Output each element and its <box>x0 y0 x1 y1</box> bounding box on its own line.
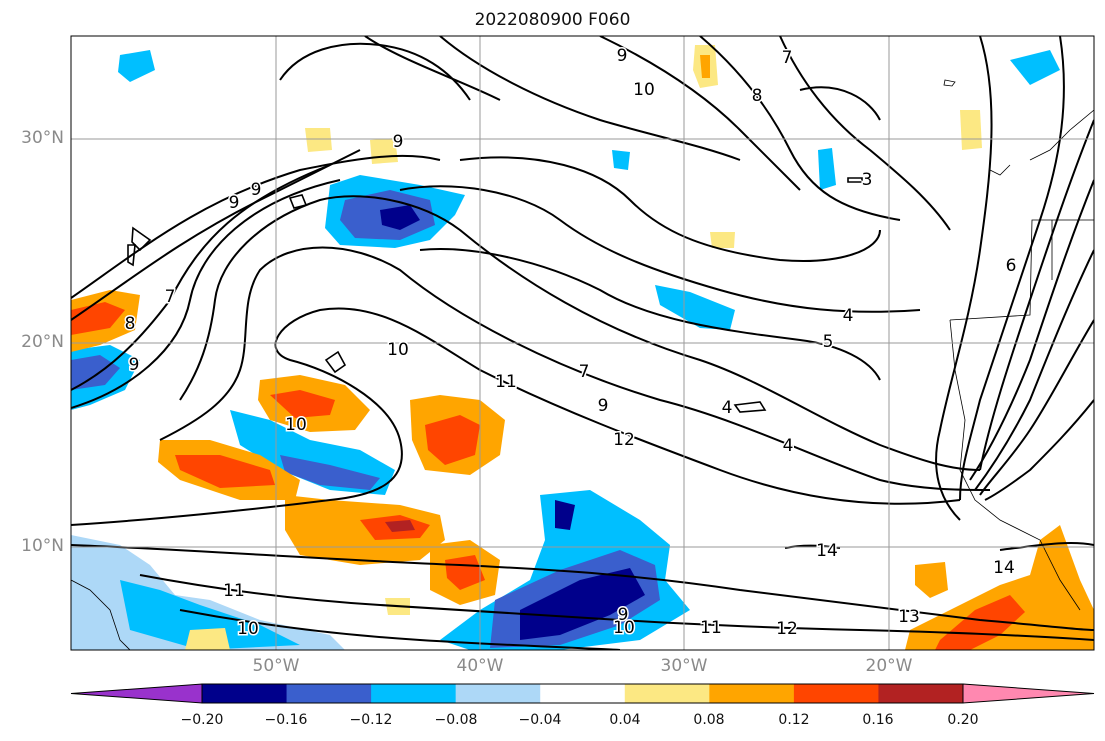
contour-label: 4 <box>843 306 854 326</box>
colorbar-segment <box>793 684 879 703</box>
colorbar-tick: −0.08 <box>434 712 478 728</box>
colorbar-extend-min <box>70 683 203 704</box>
contour-label: 9 <box>229 193 240 213</box>
contour-label: 13 <box>898 607 920 627</box>
positive-anomaly-region <box>425 415 480 465</box>
contour-label: 9 <box>598 396 609 416</box>
contour-label: 14 <box>816 541 838 561</box>
positive-anomaly-region <box>175 455 275 488</box>
contour-label: 11 <box>223 581 245 601</box>
colorbar-segment <box>202 684 288 703</box>
colorbar-tick: 0.04 <box>609 712 641 728</box>
contour-label: 7 <box>579 362 590 382</box>
lat-label-30n: 30°N <box>21 128 64 148</box>
negative-anomaly-region <box>612 150 630 170</box>
colorbar-tick: −0.12 <box>349 712 393 728</box>
positive-anomaly-shading <box>71 45 1094 650</box>
negative-anomaly-region <box>280 455 380 490</box>
colorbar-extend-max <box>962 683 1095 704</box>
colorbar-tick: −0.04 <box>518 712 562 728</box>
negative-anomaly-region <box>818 148 836 190</box>
contour-label: 10 <box>285 415 307 435</box>
positive-anomaly-region <box>305 128 332 152</box>
contour-label: 9 <box>129 355 140 375</box>
colorbar-tick: −0.16 <box>264 712 308 728</box>
positive-anomaly-region <box>915 562 948 598</box>
contour-label: 9 <box>618 605 629 625</box>
colorbar-tick: 0.08 <box>693 712 725 728</box>
map-title: 2022080900 F060 <box>474 10 631 30</box>
contour-label: 11 <box>700 618 722 638</box>
negative-anomaly-region <box>655 285 735 330</box>
contour-label: 3 <box>862 170 873 190</box>
contour-label: 4 <box>783 436 794 456</box>
colorbar-segment <box>624 684 710 703</box>
colorbar-tick: 0.12 <box>778 712 810 728</box>
negative-anomaly-region <box>118 50 155 82</box>
contour-label: 8 <box>752 86 763 106</box>
coastlines <box>71 79 1094 650</box>
colorbar-segment <box>455 684 541 703</box>
colorbar-segment <box>878 684 964 703</box>
positive-anomaly-region <box>385 520 415 532</box>
contour-lines <box>71 36 1094 650</box>
positive-anomaly-region <box>270 390 335 418</box>
lon-label-20w: 20°W <box>865 656 913 676</box>
positive-anomaly-region <box>960 110 982 150</box>
contour-label: 6 <box>1006 256 1017 276</box>
anomaly-shading <box>71 50 1060 650</box>
contour-label: 9 <box>617 46 628 66</box>
lat-label-10n: 10°N <box>21 536 64 556</box>
lon-label-30w: 30°W <box>660 656 708 676</box>
colorbar-tick: 0.20 <box>947 712 979 728</box>
contour-label: 10 <box>387 340 409 360</box>
negative-anomaly-region <box>71 355 120 390</box>
colorbar-tick: 0.16 <box>862 712 894 728</box>
colorbar-segment <box>371 684 457 703</box>
positive-anomaly-region <box>905 525 1094 650</box>
positive-anomaly-region <box>700 55 710 78</box>
small-contour-cells <box>127 177 863 413</box>
contour-label: 10 <box>613 618 635 638</box>
negative-anomaly-region <box>380 205 420 230</box>
colorbar-frame <box>201 683 964 704</box>
contour-label: 12 <box>613 430 635 450</box>
contour-label: 10 <box>633 80 655 100</box>
positive-anomaly-region <box>935 595 1025 650</box>
positive-anomaly-region <box>710 232 735 248</box>
colorbar-tick: −0.20 <box>180 712 224 728</box>
colorbar-segment <box>540 684 626 703</box>
contour-label: 12 <box>776 619 798 639</box>
plot-frame <box>70 35 1095 651</box>
colorbar-segment <box>286 684 372 703</box>
contour-label: 7 <box>165 287 176 307</box>
contour-label: 9 <box>393 132 404 152</box>
lon-label-50w: 50°W <box>252 656 300 676</box>
negative-anomaly-region <box>1010 50 1060 85</box>
negative-anomaly-region <box>555 500 575 530</box>
contour-label: 8 <box>125 314 136 334</box>
contour-label: 11 <box>495 372 517 392</box>
contour-label: 5 <box>823 332 834 352</box>
contour-label: 14 <box>993 558 1015 578</box>
colorbar <box>70 683 1095 704</box>
contour-label: 7 <box>782 48 793 68</box>
lat-label-20n: 20°N <box>21 332 64 352</box>
lon-label-40w: 40°W <box>456 656 504 676</box>
positive-anomaly-region <box>185 628 230 650</box>
positive-anomaly-region <box>445 555 485 590</box>
contour-label: 10 <box>237 619 259 639</box>
negative-anomaly-region <box>520 568 645 640</box>
gridlines <box>71 36 1094 650</box>
colorbar-segment <box>709 684 795 703</box>
contour-label: 9 <box>251 180 262 200</box>
contour-label: 4 <box>722 398 733 418</box>
